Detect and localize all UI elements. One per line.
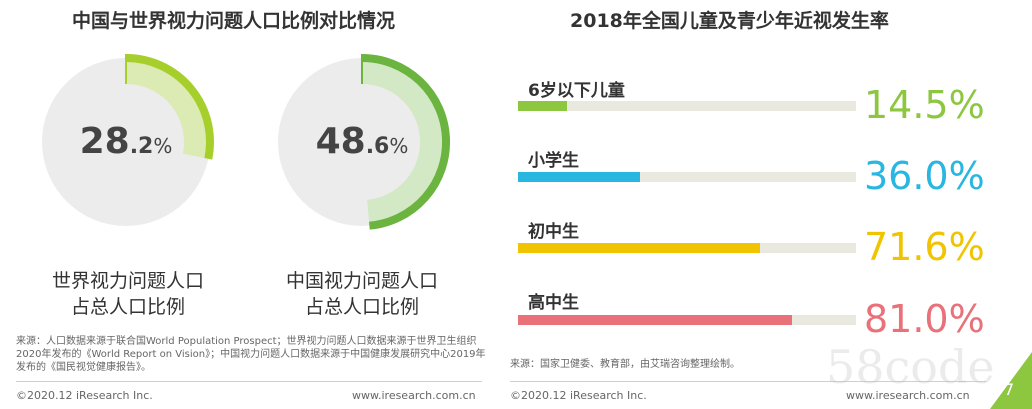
china-ratio-pct: % bbox=[389, 134, 409, 158]
china-caption-line2: 占总人口比例 bbox=[304, 296, 419, 318]
china-caption-line1: 中国视力问题人口 bbox=[285, 270, 438, 292]
china-ratio-int: 48 bbox=[315, 121, 366, 162]
bar-track bbox=[518, 101, 856, 111]
bar-fill bbox=[518, 315, 792, 325]
bar-value-label: 14.5% bbox=[864, 83, 985, 127]
world-ratio-int: 28 bbox=[79, 121, 130, 162]
bar-track bbox=[518, 315, 856, 325]
watermark-logo: 58code bbox=[826, 340, 995, 394]
bar-track bbox=[518, 172, 856, 182]
corner-triangle bbox=[990, 352, 1032, 409]
left-source-note: 来源：人口数据来源于联合国World Population Prospect；世… bbox=[16, 336, 486, 373]
bar-value-label: 36.0% bbox=[864, 154, 985, 198]
gauge-arc-outer bbox=[361, 54, 450, 230]
world-caption-line2: 占总人口比例 bbox=[70, 296, 185, 318]
world-ratio-value: 28.2% bbox=[36, 52, 216, 232]
china-ratio-dec: .6 bbox=[365, 134, 390, 159]
left-footer-divider bbox=[16, 381, 482, 382]
china-ratio-caption: 中国视力问题人口 占总人口比例 bbox=[262, 268, 462, 320]
bar-label: 小学生 bbox=[528, 151, 579, 171]
china-ratio-value: 48.6% bbox=[272, 52, 452, 232]
world-caption-line1: 世界视力问题人口 bbox=[51, 270, 204, 292]
gauge-arc-outer bbox=[125, 54, 214, 160]
page-number: 7 bbox=[1004, 380, 1015, 399]
right-footer-divider bbox=[510, 381, 986, 382]
china-ratio-ring bbox=[278, 54, 450, 230]
gauge-arc-inner bbox=[361, 58, 447, 226]
bar-label: 高中生 bbox=[528, 293, 579, 313]
bar-label: 初中生 bbox=[528, 222, 579, 242]
corner-shape bbox=[990, 352, 1032, 409]
bar-fill bbox=[518, 101, 567, 111]
bar-track bbox=[518, 243, 856, 253]
left-chart-title: 中国与世界视力问题人口比例对比情况 bbox=[72, 10, 396, 32]
world-ratio-ring bbox=[42, 54, 214, 226]
bar-fill bbox=[518, 243, 760, 253]
world-ratio-gauge: 28.2% bbox=[36, 52, 216, 232]
right-website: www.iresearch.com.cn bbox=[846, 389, 970, 402]
right-source-note: 来源：国家卫健委、教育部，由艾瑞咨询整理绘制。 bbox=[510, 359, 740, 370]
bar-label: 6岁以下儿童 bbox=[528, 81, 625, 101]
china-ratio-gauge: 48.6% bbox=[272, 52, 452, 232]
world-ratio-dec: .2 bbox=[129, 134, 154, 159]
gauge-arc-inner bbox=[125, 58, 210, 159]
left-website: www.iresearch.com.cn bbox=[352, 389, 476, 402]
left-copyright: ©2020.12 iResearch Inc. bbox=[16, 389, 153, 402]
right-chart-title: 2018年全国儿童及青少年近视发生率 bbox=[570, 10, 889, 32]
bar-value-label: 71.6% bbox=[864, 225, 985, 269]
world-ratio-pct: % bbox=[153, 134, 173, 158]
bar-value-label: 81.0% bbox=[864, 297, 985, 341]
right-copyright: ©2020.12 iResearch Inc. bbox=[510, 389, 647, 402]
world-ratio-caption: 世界视力问题人口 占总人口比例 bbox=[28, 268, 228, 320]
bar-fill bbox=[518, 172, 640, 182]
